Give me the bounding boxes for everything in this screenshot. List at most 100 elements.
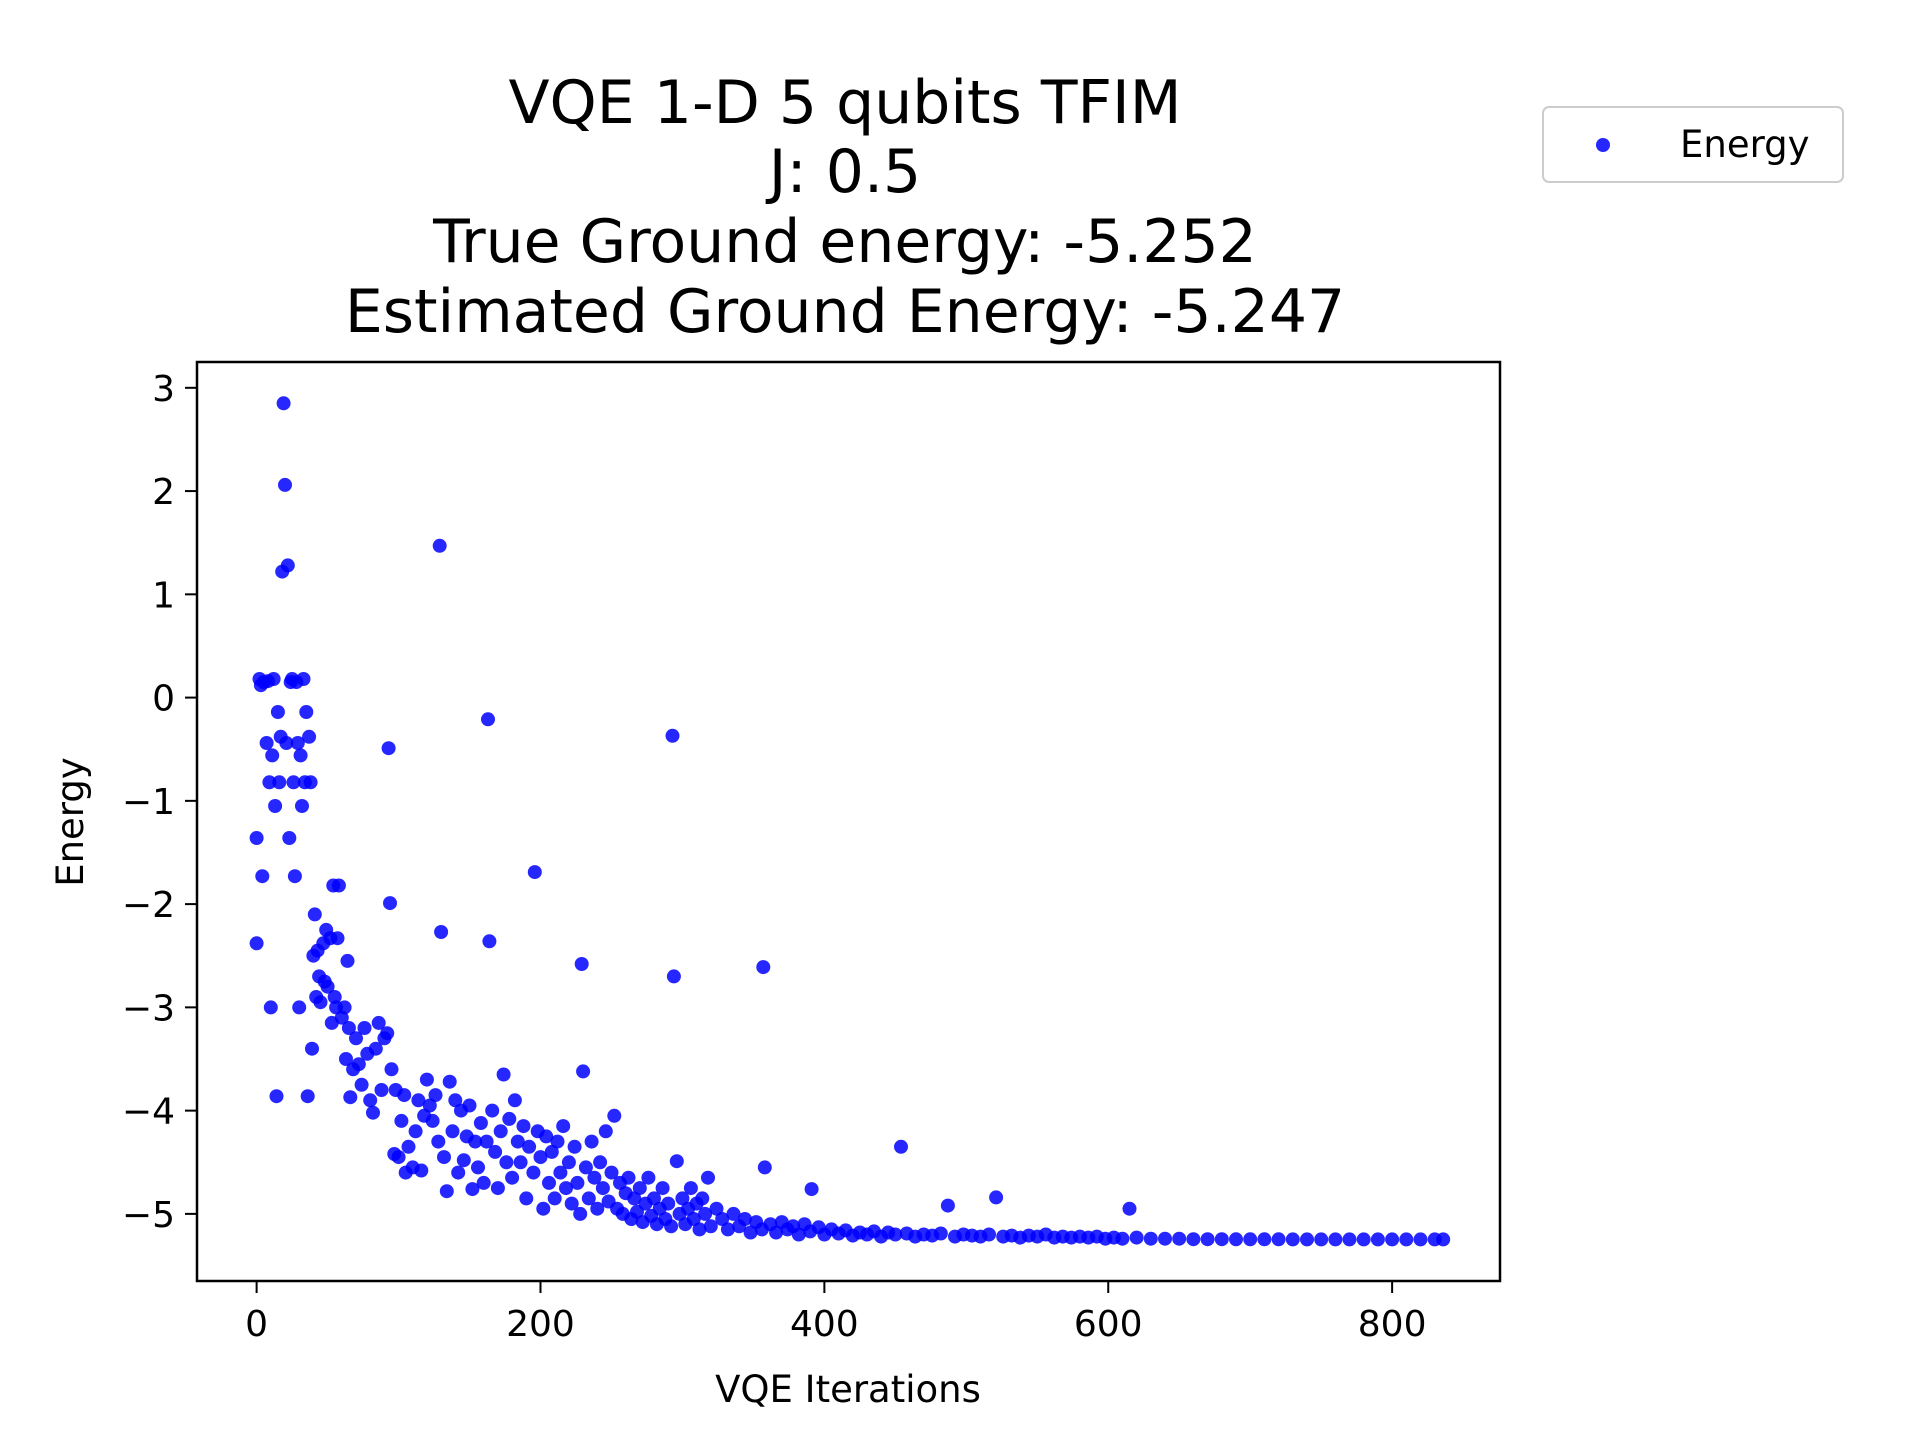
x-tick-label: 400 xyxy=(790,1304,859,1345)
data-point xyxy=(270,705,285,719)
data-point xyxy=(675,1191,690,1206)
data-point xyxy=(1385,1232,1400,1247)
data-point xyxy=(513,1155,528,1170)
data-point xyxy=(607,1108,622,1123)
data-point xyxy=(888,1227,903,1242)
data-point xyxy=(1370,1232,1385,1247)
data-point xyxy=(695,1191,710,1206)
data-point xyxy=(488,1144,503,1159)
data-point xyxy=(1342,1232,1357,1247)
data-point xyxy=(641,1170,656,1185)
data-point xyxy=(340,953,355,968)
data-point xyxy=(683,1181,698,1196)
data-point xyxy=(391,1150,406,1165)
data-point xyxy=(502,1111,517,1126)
y-tick-label: −1 xyxy=(122,782,175,823)
data-point xyxy=(354,1077,369,1092)
data-point xyxy=(368,1041,383,1056)
data-point xyxy=(1413,1232,1428,1247)
y-tick-label: 3 xyxy=(152,369,175,410)
data-point xyxy=(550,1134,565,1149)
data-point xyxy=(982,1227,996,1242)
legend-marker xyxy=(1596,138,1610,152)
data-point xyxy=(757,1160,772,1175)
data-point xyxy=(686,1212,701,1226)
data-point xyxy=(709,1201,724,1216)
data-point xyxy=(482,934,497,949)
data-point xyxy=(432,538,447,553)
data-point xyxy=(1122,1201,1137,1216)
data-point xyxy=(1243,1232,1258,1247)
data-point xyxy=(526,1165,541,1180)
data-point xyxy=(1300,1232,1314,1247)
data-point xyxy=(769,1225,784,1240)
y-axis-label: Energy xyxy=(49,757,92,887)
data-point xyxy=(1314,1232,1329,1247)
data-point xyxy=(462,1098,477,1113)
data-point xyxy=(743,1225,758,1240)
data-point xyxy=(383,896,397,911)
data-point xyxy=(894,1139,908,1154)
data-point xyxy=(715,1212,730,1226)
data-point xyxy=(278,477,292,492)
data-point xyxy=(804,1182,819,1197)
data-point xyxy=(1143,1231,1158,1246)
data-point xyxy=(574,957,589,971)
data-point xyxy=(604,1165,619,1180)
data-point xyxy=(1129,1230,1144,1245)
data-point xyxy=(249,936,264,951)
data-point xyxy=(632,1181,647,1196)
data-point xyxy=(627,1191,642,1206)
data-point xyxy=(408,1124,423,1139)
data-point xyxy=(434,925,449,939)
data-point xyxy=(266,672,281,686)
plot-area-frame xyxy=(195,360,1502,1283)
data-point xyxy=(442,1074,457,1089)
data-point xyxy=(726,1206,741,1221)
data-point xyxy=(265,748,280,763)
data-point xyxy=(445,1124,460,1139)
data-point xyxy=(1186,1232,1201,1247)
data-point xyxy=(249,831,264,845)
data-point xyxy=(299,705,314,719)
data-point xyxy=(542,1175,556,1190)
y-tick-label: −5 xyxy=(122,1195,175,1236)
data-point xyxy=(255,869,270,884)
data-point xyxy=(756,960,771,975)
data-point xyxy=(703,1219,718,1234)
data-point xyxy=(1172,1231,1187,1246)
chart-title: VQE 1-D 5 qubits TFIM J: 0.5 True Ground… xyxy=(345,68,1345,347)
data-point xyxy=(536,1201,551,1216)
data-point xyxy=(341,1021,356,1035)
data-point xyxy=(374,1083,389,1097)
data-point xyxy=(366,1105,380,1120)
legend-label-energy: Energy xyxy=(1680,123,1810,166)
x-tick-label: 600 xyxy=(1074,1304,1143,1345)
data-point xyxy=(380,1026,395,1041)
data-point xyxy=(279,736,294,750)
data-point xyxy=(411,1093,426,1108)
data-point xyxy=(661,1196,676,1211)
data-point xyxy=(564,1196,579,1211)
data-point xyxy=(1229,1232,1243,1247)
data-point xyxy=(268,799,283,813)
data-point xyxy=(331,878,346,893)
title-line-1: VQE 1-D 5 qubits TFIM xyxy=(509,68,1182,138)
data-point xyxy=(573,1206,588,1221)
data-point xyxy=(465,1182,480,1197)
data-point xyxy=(431,1134,446,1149)
data-point xyxy=(468,1134,483,1149)
title-line-4: Estimated Ground Energy: -5.247 xyxy=(345,277,1345,347)
data-point xyxy=(1356,1232,1371,1247)
data-point xyxy=(414,1163,429,1178)
data-point xyxy=(269,1089,284,1104)
data-point xyxy=(296,672,311,686)
data-point xyxy=(282,831,297,845)
data-point xyxy=(516,1119,531,1134)
x-axis-label: VQE Iterations xyxy=(715,1368,981,1411)
data-point xyxy=(647,1191,661,1206)
data-point xyxy=(313,995,328,1010)
data-point xyxy=(940,1198,955,1213)
data-point xyxy=(698,1206,713,1221)
